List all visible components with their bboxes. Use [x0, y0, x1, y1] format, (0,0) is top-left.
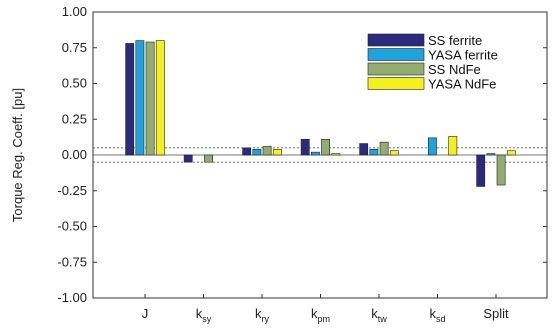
- legend-label: SS NdFe: [428, 62, 481, 77]
- x-tick-label: J: [142, 306, 149, 321]
- bar-yasa-ferrite: [310, 151, 320, 156]
- x-tick-label: kry: [255, 306, 269, 324]
- bar-ss-ferrite: [300, 138, 310, 156]
- y-tick-label: -0.25: [57, 183, 87, 198]
- y-tick-label: -0.50: [57, 219, 87, 234]
- y-axis-label: Torque Reg. Coeff. [pu]: [10, 88, 25, 222]
- legend-swatch: [367, 33, 425, 47]
- bar-ss-ferrite: [183, 154, 193, 163]
- bar-yasa-ndfe: [448, 136, 458, 156]
- legend-label: YASA ferrite: [428, 48, 498, 63]
- bar-ss-ferrite: [359, 143, 369, 156]
- legend-swatch: [367, 77, 425, 90]
- bar-yasa-ndfe: [331, 153, 341, 156]
- bar-ss-ndfe: [321, 138, 330, 156]
- y-tick-label: -1.00: [57, 290, 87, 305]
- bar-ss-ferrite: [242, 147, 252, 156]
- bar-yasa-ferrite: [135, 40, 145, 156]
- bar-ss-ferrite: [125, 43, 135, 156]
- reference-lines: [93, 147, 547, 163]
- y-axis-ticks: -1.00 -0.75 -0.50 -0.25 0.00 0.25 0.50 0.75 1.00: [57, 4, 547, 305]
- bar-ss-ndfe: [496, 154, 506, 186]
- bar-ss-ndfe: [262, 146, 272, 156]
- bar-yasa-ndfe: [272, 148, 282, 156]
- legend-swatch: [367, 62, 425, 76]
- y-tick-label: 1.00: [62, 4, 87, 19]
- x-tick-label: Split: [483, 306, 509, 321]
- bar-yasa-ferrite: [369, 148, 379, 156]
- y-tick-label: 0.75: [62, 40, 87, 55]
- legend-label: SS ferrite: [428, 33, 482, 48]
- bar-ss-ndfe: [204, 154, 213, 163]
- bar-yasa-ferrite: [486, 153, 496, 156]
- x-tick-label: ksy: [196, 306, 212, 324]
- x-tick-label: ktw: [371, 306, 387, 324]
- y-tick-label: 0.25: [62, 111, 87, 126]
- y-tick-label: -0.75: [57, 254, 87, 269]
- bar-series: [125, 40, 516, 187]
- bar-yasa-ferrite: [252, 148, 262, 156]
- x-tick-label: kpm: [311, 306, 330, 324]
- x-tick-label: ksd: [429, 306, 445, 324]
- bar-yasa-ndfe: [506, 150, 516, 156]
- bar-yasa-ferrite: [427, 137, 437, 156]
- bar-ss-ndfe: [379, 141, 389, 156]
- bar-yasa-ndfe: [389, 150, 399, 156]
- y-tick-label: 0.00: [62, 147, 87, 162]
- legend-label: YASA NdFe: [428, 77, 496, 92]
- bar-ss-ndfe: [145, 41, 155, 156]
- bar-yasa-ndfe: [155, 40, 165, 156]
- y-tick-label: 0.50: [62, 76, 87, 91]
- bar-ss-ferrite: [476, 154, 486, 187]
- legend-swatch: [367, 48, 425, 61]
